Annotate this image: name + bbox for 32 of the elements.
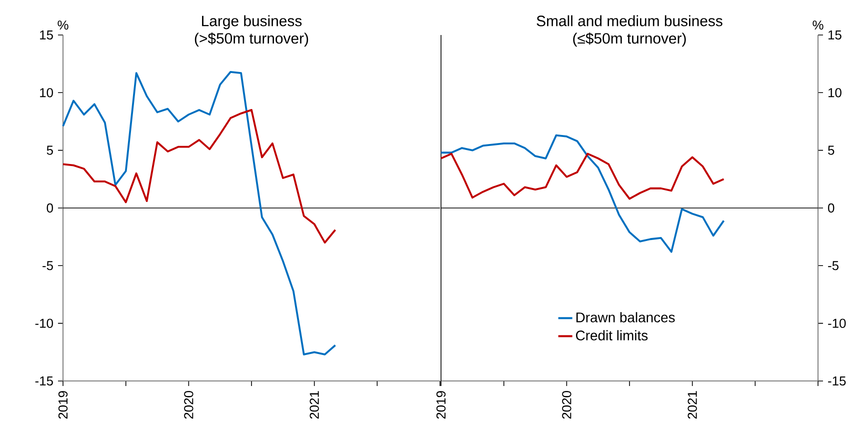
x-tick-label: 2019: [58, 391, 68, 419]
y-tick-label: -10: [35, 318, 53, 328]
line-series: [62, 109, 336, 244]
y-tick-label: 0: [46, 203, 53, 213]
legend-label: Drawn balances: [576, 312, 675, 322]
y-tick-label: -5: [42, 261, 53, 270]
y2-tick-label: 5: [828, 146, 834, 155]
x-tick-label: 2021: [310, 391, 319, 419]
x-tick-label: 2021: [688, 391, 697, 419]
line-series: [440, 134, 725, 253]
x-tick-label: 2020: [562, 391, 572, 419]
chart-subtitle: (>$50m turnover): [194, 32, 308, 47]
legend-label: Credit limits: [576, 330, 648, 340]
y2-axis-title: %: [812, 20, 824, 30]
x-tick-label: 2020: [184, 391, 194, 419]
x-tick-label: 2019: [436, 391, 446, 419]
y2-tick-label: -5: [828, 261, 838, 270]
y-tick-label: 10: [40, 88, 53, 98]
chart-subtitle: (≤$50m turnover): [573, 32, 686, 47]
y2-tick-label: 10: [828, 88, 842, 98]
y-tick-label: 15: [40, 30, 53, 40]
chart-title: Large business: [202, 15, 302, 30]
y-axis-title: %: [58, 20, 68, 30]
y2-tick-label: -15: [828, 376, 846, 386]
chart-title: Small and medium business: [536, 15, 722, 26]
y2-tick-label: -10: [828, 318, 846, 328]
y-tick-label: 5: [46, 146, 53, 155]
y-tick-label: -15: [35, 376, 53, 386]
line-series: [62, 70, 336, 356]
line-series: [440, 152, 725, 200]
y2-tick-label: 15: [828, 30, 842, 40]
y2-tick-label: 0: [828, 203, 834, 213]
